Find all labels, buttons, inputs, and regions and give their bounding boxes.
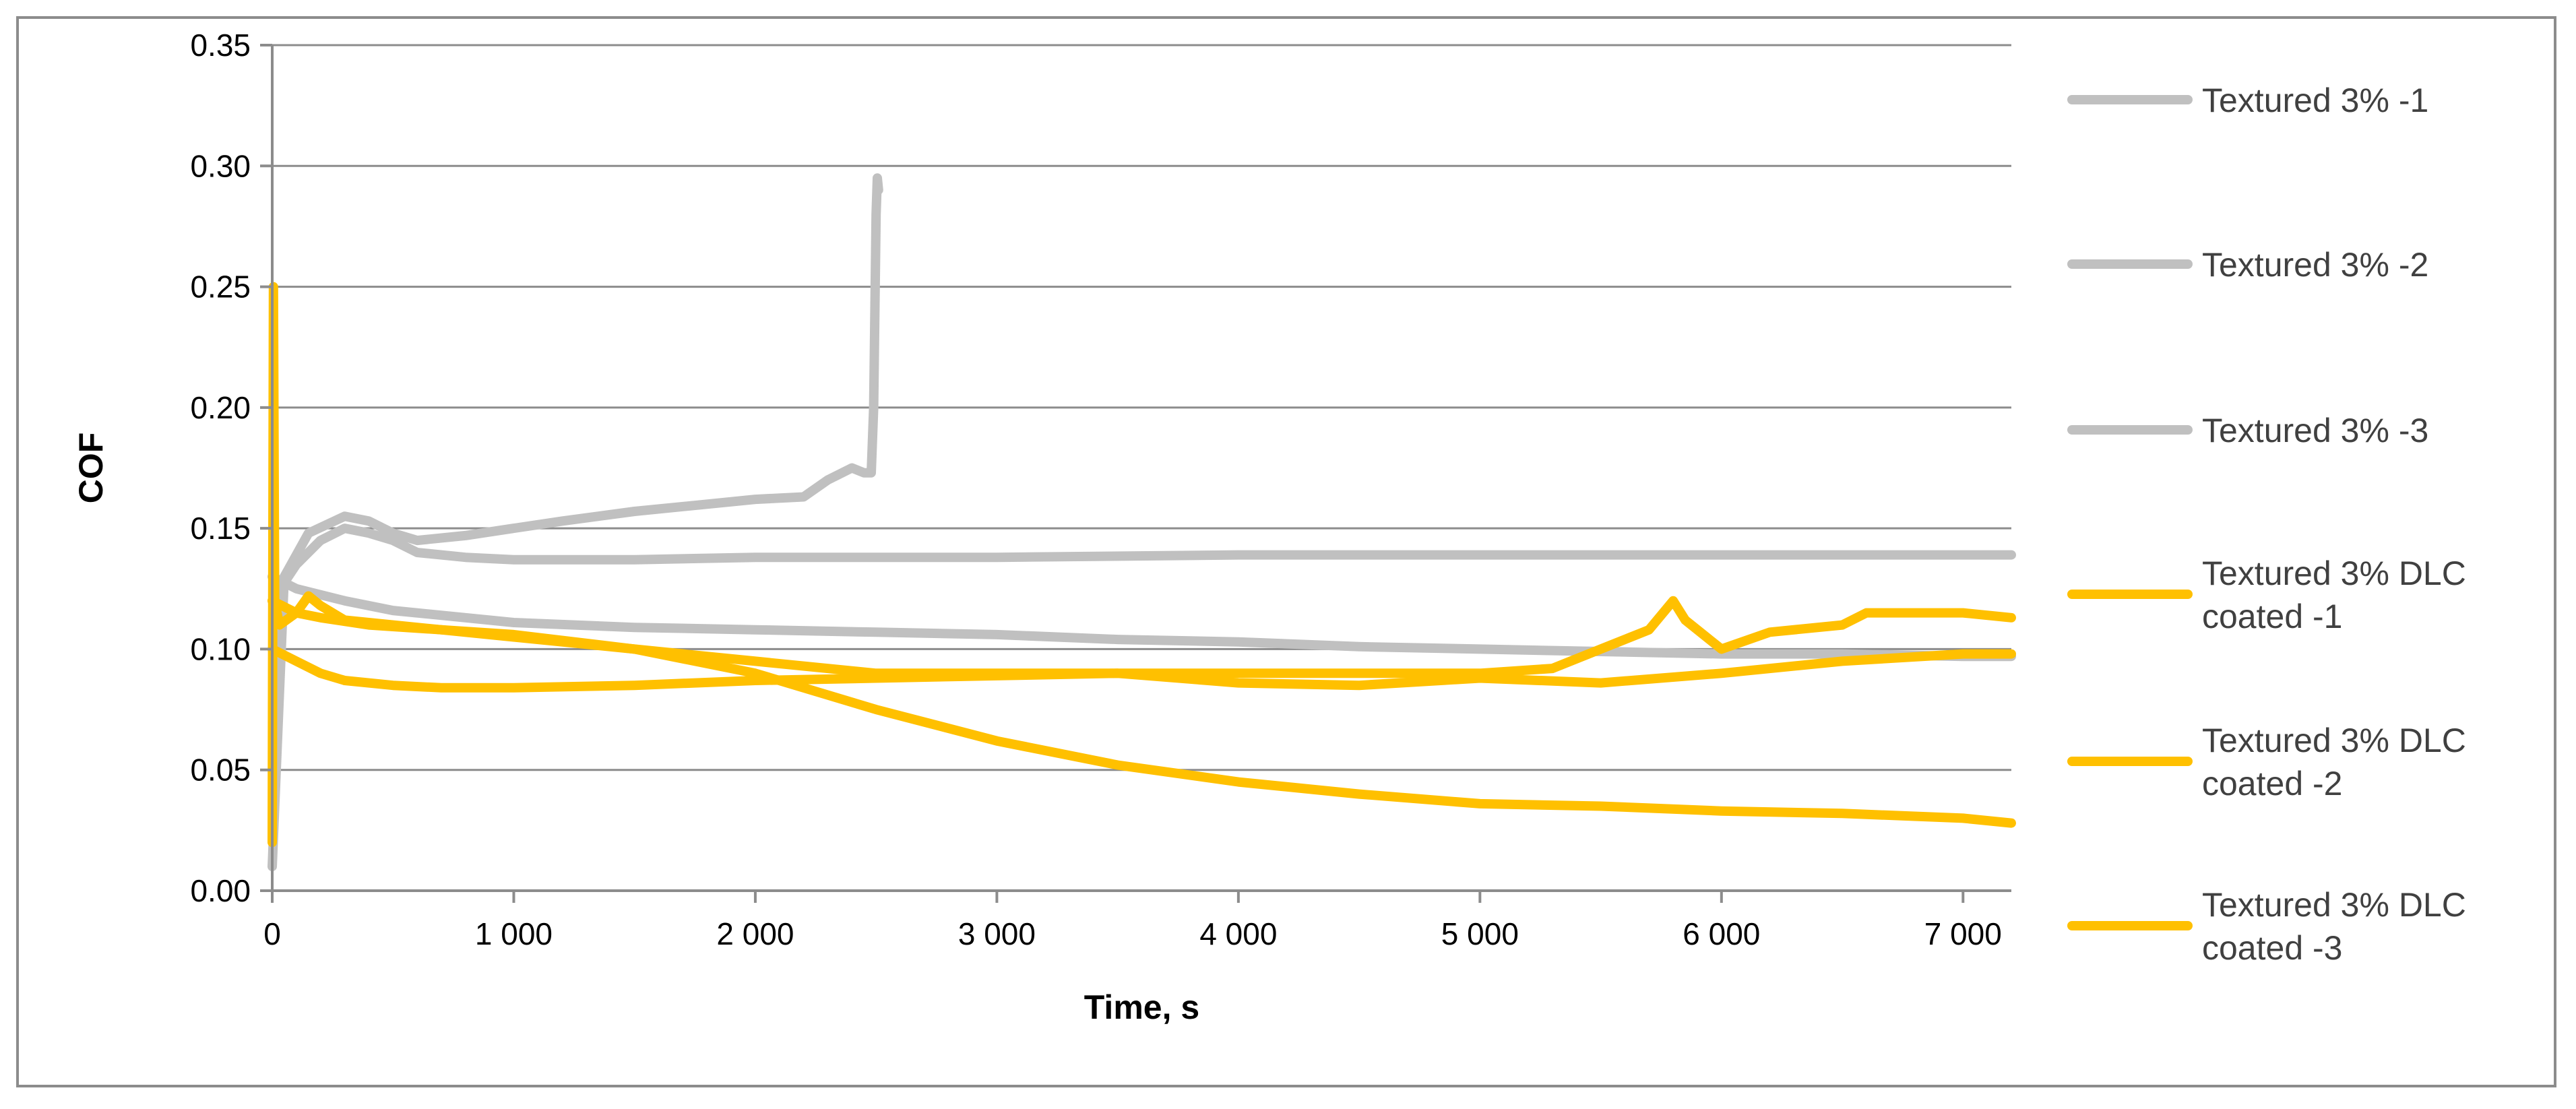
- x-tick-label-0: 0: [263, 916, 281, 951]
- x-tick-label-5: 5 000: [1441, 916, 1519, 951]
- y-axis-title: COF: [72, 433, 110, 504]
- series-line-5: [268, 644, 2016, 693]
- legend-label-2: Textured 3% -2: [2202, 246, 2428, 284]
- y-tick-label-3: 0.15: [190, 511, 251, 546]
- series-line-3: [268, 571, 2016, 662]
- series-line-2: [268, 524, 2016, 606]
- x-tick-label-7: 7 000: [1924, 916, 2002, 951]
- x-tick-label-3: 3 000: [958, 916, 1036, 951]
- gridlines: [272, 44, 2011, 771]
- x-axis-title: Time, s: [1084, 988, 1199, 1026]
- x-tick-label-1: 1 000: [475, 916, 553, 951]
- legend-label-1: Textured 3% -1: [2202, 82, 2428, 119]
- y-tick-label-7: 0.35: [190, 28, 251, 63]
- y-tick-label-6: 0.30: [190, 148, 251, 183]
- x-tick-label-6: 6 000: [1683, 916, 1760, 951]
- axes: 0.00 0.05 0.10 0.15 0.20 0.25 0.30 0.35 0 1 000 2 …: [190, 28, 2011, 951]
- x-tick-label-2: 2 000: [716, 916, 794, 951]
- legend-label-4: Textured 3% DLC coated -1: [2202, 554, 2466, 635]
- y-tick-label-2: 0.10: [190, 631, 251, 666]
- legend-label-5: Textured 3% DLC coated -2: [2202, 722, 2466, 802]
- legend-label-6: Textured 3% DLC coated -3: [2202, 886, 2466, 967]
- series-line-4: [268, 282, 2016, 848]
- series-line-6: [268, 596, 2016, 828]
- legend: Textured 3% -1 Textured 3% -2 Textured 3% …: [2067, 82, 2466, 967]
- series-line-1: [268, 173, 883, 872]
- y-tick-label-0: 0.00: [190, 873, 251, 908]
- y-tick-label-4: 0.20: [190, 390, 251, 425]
- x-tick-label-4: 4 000: [1199, 916, 1277, 951]
- series-lines: [268, 173, 2016, 872]
- legend-label-3: Textured 3% -3: [2202, 412, 2428, 449]
- y-tick-label-1: 0.05: [190, 753, 251, 788]
- y-tick-label-5: 0.25: [190, 270, 251, 305]
